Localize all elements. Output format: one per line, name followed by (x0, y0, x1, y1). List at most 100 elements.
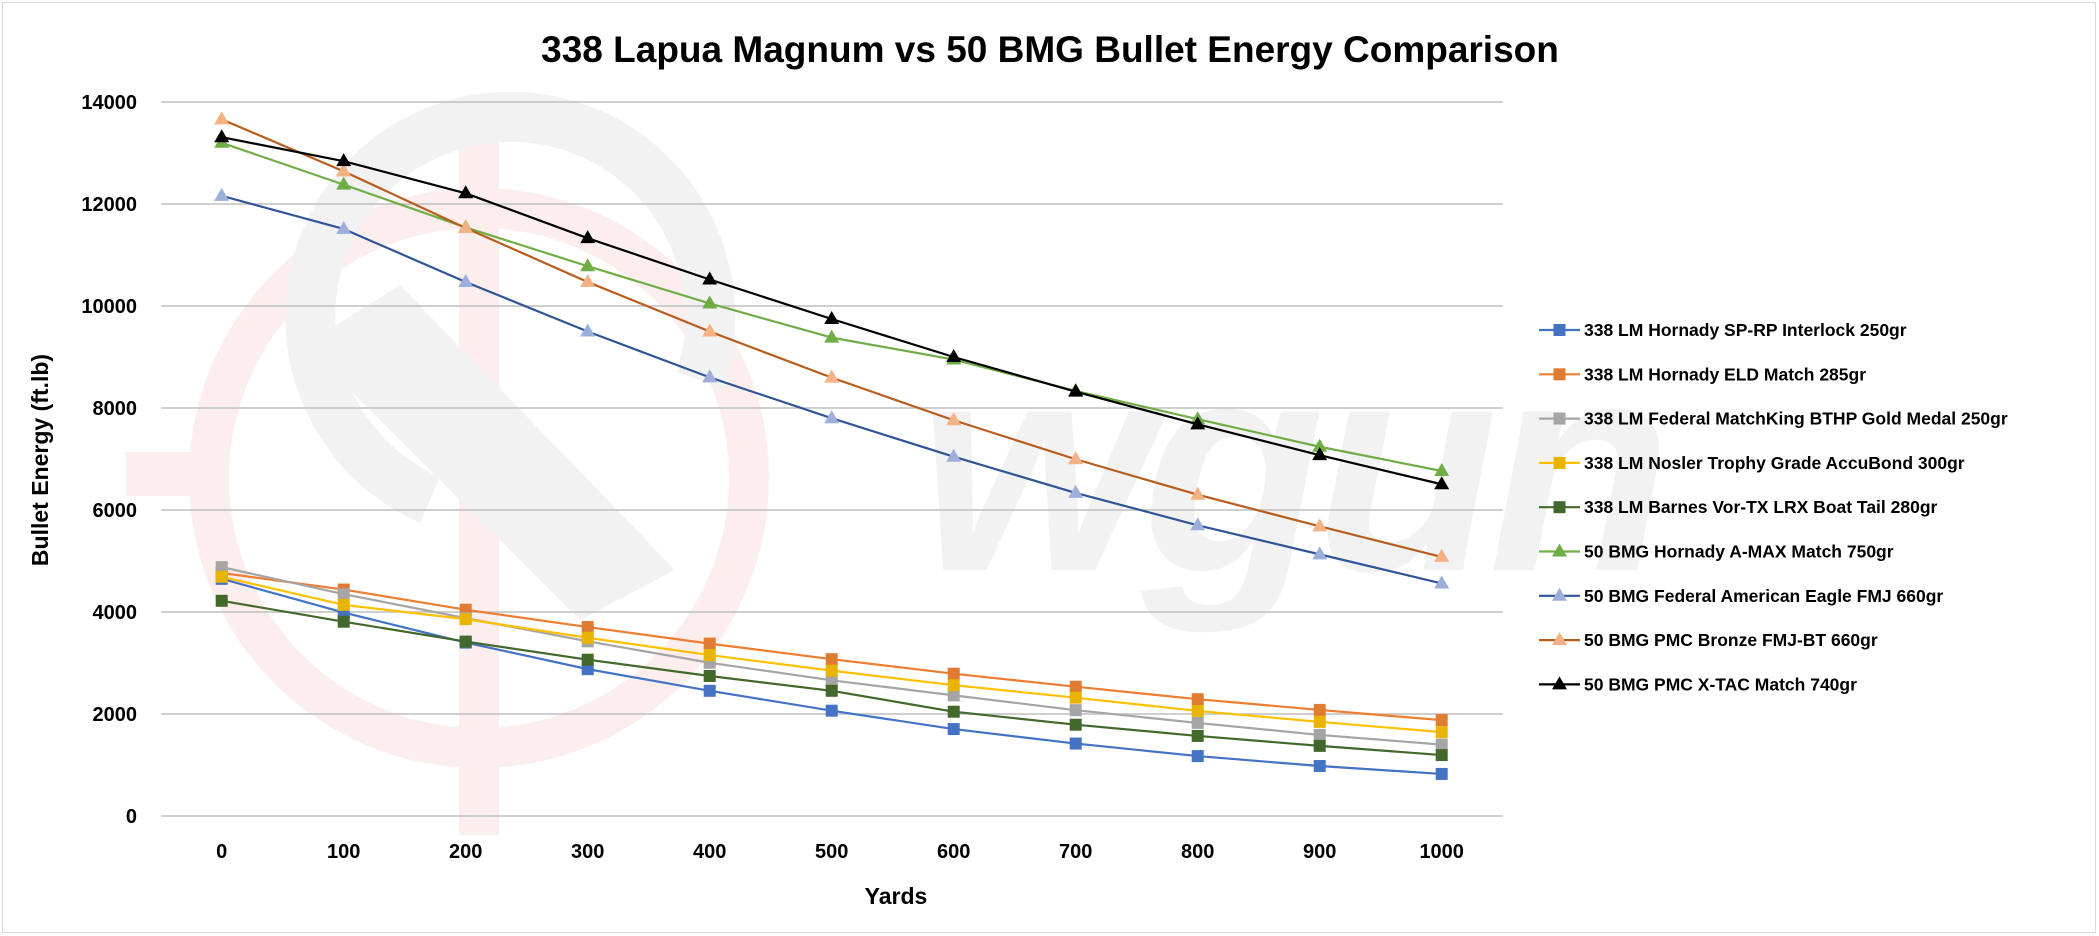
data-point (1434, 548, 1450, 562)
series-group (214, 111, 1450, 780)
data-point (336, 220, 352, 234)
gridlines (161, 101, 1503, 817)
crosshair-horizontal-bar (126, 452, 216, 496)
data-point (1435, 749, 1448, 762)
logo-chevron (305, 285, 675, 620)
data-point (1312, 518, 1328, 532)
data-point (1191, 704, 1204, 717)
data-point (703, 684, 716, 697)
data-point (946, 349, 962, 362)
data-point (946, 448, 962, 462)
y-tick-label: 6000 (93, 500, 138, 522)
legend-label: 50 BMG PMC X-TAC Match 740gr (1584, 674, 1857, 694)
data-point (946, 412, 962, 426)
data-point (825, 674, 838, 687)
data-point (215, 561, 228, 574)
data-point (824, 311, 840, 325)
legend-item: 338 LM Nosler Trophy Grade AccuBond 300g… (1539, 453, 1965, 473)
data-point (336, 176, 352, 190)
data-point (1068, 484, 1084, 498)
data-point (1435, 714, 1448, 727)
chart-title: 338 Lapua Magnum vs 50 BMG Bullet Energy… (541, 29, 1559, 70)
data-point (580, 230, 596, 244)
x-tick-label: 100 (327, 841, 360, 863)
data-point (1068, 451, 1084, 465)
data-point (214, 187, 230, 201)
data-point (825, 664, 838, 677)
legend-marker-icon (1552, 632, 1567, 646)
data-point (1312, 546, 1328, 560)
data-point (1312, 438, 1328, 452)
legend-label: 50 BMG Federal American Eagle FMJ 660gr (1584, 586, 1943, 606)
data-point (1434, 476, 1450, 490)
data-point (1313, 760, 1326, 773)
data-point (702, 323, 718, 337)
legend-label: 338 LM Nosler Trophy Grade AccuBond 300g… (1584, 453, 1965, 473)
data-point (1190, 486, 1206, 500)
logo-arc (285, 91, 736, 523)
legend-item: 338 LM Barnes Vor-TX LRX Boat Tail 280gr (1539, 497, 1938, 517)
x-tick-label: 800 (1181, 841, 1214, 863)
data-point (703, 637, 716, 650)
data-point (1191, 729, 1204, 742)
data-point (824, 369, 840, 383)
data-point (458, 185, 474, 199)
data-point (1069, 704, 1082, 717)
legend-marker-icon (1553, 412, 1566, 425)
y-tick-label: 12000 (81, 194, 137, 216)
data-point (947, 667, 960, 680)
data-point (947, 705, 960, 718)
data-point (214, 129, 230, 143)
wgun-watermark-icon: wgun (285, 91, 1672, 636)
data-point (215, 594, 228, 607)
data-point (1069, 680, 1082, 693)
data-point (1313, 703, 1326, 716)
data-point (1191, 750, 1204, 763)
data-point (337, 598, 350, 611)
legend-marker-icon (1552, 587, 1567, 601)
data-point (459, 613, 472, 626)
x-tick-label: 400 (693, 841, 726, 863)
legend-item: 50 BMG PMC X-TAC Match 740gr (1539, 674, 1857, 694)
y-tick-label: 8000 (93, 398, 138, 420)
data-point (1190, 416, 1206, 430)
x-axis-label: Yards (865, 883, 928, 909)
data-point (1434, 575, 1450, 589)
data-point (1313, 728, 1326, 741)
legend-item: 338 LM Federal MatchKing BTHP Gold Medal… (1539, 409, 2008, 429)
data-point (1069, 737, 1082, 750)
data-point (1069, 691, 1082, 704)
data-point (1435, 726, 1448, 739)
series-5 (215, 594, 1448, 762)
data-point (458, 219, 474, 233)
data-point (215, 570, 228, 583)
data-point (824, 410, 840, 424)
data-point (825, 684, 838, 697)
legend-label: 338 LM Federal MatchKing BTHP Gold Medal… (1584, 409, 2008, 429)
y-tick-label: 10000 (81, 296, 137, 318)
legend-label: 338 LM Hornady ELD Match 285gr (1584, 364, 1866, 384)
series-7 (214, 187, 1450, 589)
data-point (702, 295, 718, 309)
x-tick-label: 900 (1303, 841, 1336, 863)
y-tick-label: 14000 (81, 92, 137, 114)
data-point (336, 153, 352, 167)
data-point (1313, 715, 1326, 728)
data-point (1190, 517, 1206, 531)
data-point (1069, 718, 1082, 731)
data-point (947, 689, 960, 702)
data-point (947, 679, 960, 692)
x-tick-label: 500 (815, 841, 848, 863)
x-axis-ticks: 0 100 200 300 400 500 600 700 800 900 1000 (216, 841, 1464, 863)
legend-label: 50 BMG PMC Bronze FMJ-BT 660gr (1584, 630, 1878, 650)
data-point (336, 163, 352, 177)
legend-label: 338 LM Barnes Vor-TX LRX Boat Tail 280gr (1584, 497, 1938, 517)
data-point (703, 649, 716, 662)
data-point (581, 653, 594, 666)
x-tick-label: 0 (216, 841, 227, 863)
x-tick-label: 1000 (1419, 841, 1464, 863)
data-point (1191, 693, 1204, 706)
y-tick-label: 0 (126, 806, 137, 828)
